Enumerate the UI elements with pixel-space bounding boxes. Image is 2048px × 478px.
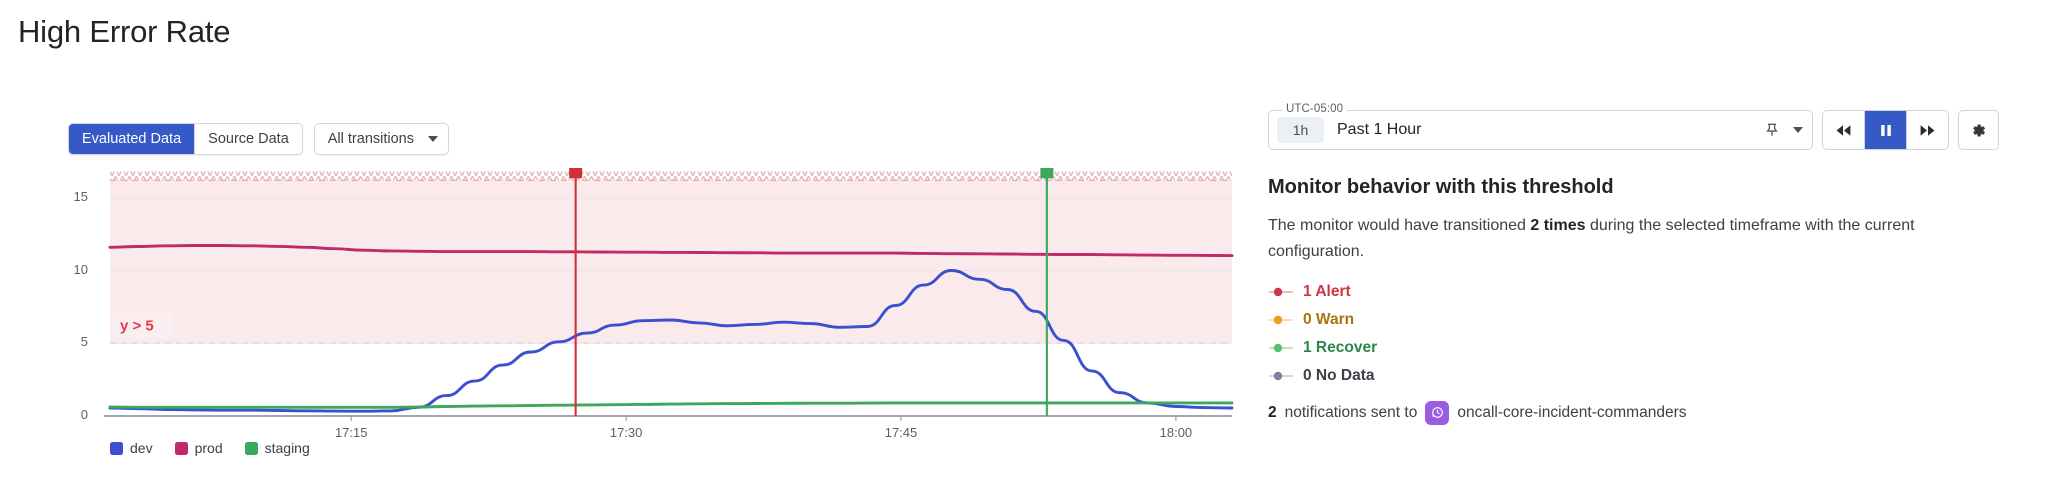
control-divider [1864,111,1865,149]
timezone-label: UTC-05:00 [1282,103,1348,115]
legend-label-prod: prod [194,440,223,456]
oncall-icon [1425,400,1450,425]
transition-label-alert: 1 Alert [1303,282,1351,300]
data-source-segmented-control[interactable]: Evaluated Data Source Data [68,123,303,155]
legend-label-staging: staging [264,440,310,456]
chart-controls: Evaluated Data Source Data All transitio… [68,123,449,155]
transition-row-alert: 1 Alert [1268,283,2038,301]
time-range-field[interactable]: UTC-05:00 1h Past 1 Hour [1268,103,1813,150]
gear-icon[interactable] [1958,110,1999,150]
legend-swatch-staging [244,441,258,455]
notification-summary: 2 notifications sent to oncall-core-inci… [1268,400,2038,425]
y-axis-tick-10: 10 [73,261,88,277]
legend-swatch-dev [110,441,123,455]
notification-count: 2 [1268,403,1277,421]
pin-icon[interactable] [1764,122,1780,138]
legend-swatch-prod [174,441,188,455]
timeseries-chart[interactable]: y > 5 [0,168,1250,478]
svg-text:y > 5: y > 5 [120,317,154,334]
monitor-info-panel: UTC-05:00 1h Past 1 Hour [1268,103,2038,425]
transitions-filter-label: All transitions [327,131,414,147]
playback-controls [1822,110,1949,150]
legend-label-dev: dev [130,440,153,456]
monitor-behavior-description: The monitor would have transitioned 2 ti… [1268,213,1968,265]
control-divider [1906,111,1907,149]
pause-button[interactable] [1865,111,1906,149]
monitor-behavior-heading: Monitor behavior with this threshold [1268,176,1614,198]
time-range-toolbar: UTC-05:00 1h Past 1 Hour [1268,103,2038,150]
time-range-value: Past 1 Hour [1337,121,1422,138]
recover-marker-icon [1268,343,1294,353]
description-transition-count: 2 times [1530,217,1586,234]
page-title: High Error Rate [18,14,231,49]
legend-item-dev[interactable]: dev [110,440,153,456]
transition-label-recover: 1 Recover [1303,338,1378,356]
chart-legend: dev prod staging [110,440,310,456]
transition-label-no-data: 0 No Data [1303,366,1375,384]
fast-forward-button[interactable] [1907,111,1948,149]
transitions-filter-dropdown[interactable]: All transitions [313,123,449,155]
x-axis-tick-18-00: 18:00 [1159,425,1193,440]
chart-panel: Evaluated Data Source Data All transitio… [0,120,1250,478]
chevron-down-icon[interactable] [1793,127,1803,133]
rewind-button[interactable] [1823,111,1864,149]
chevron-down-icon [428,136,438,142]
y-axis-tick-0: 0 [80,407,88,422]
description-prefix: The monitor would have transitioned [1268,217,1531,234]
segment-divider [194,124,196,154]
x-axis-tick-17-30: 17:30 [609,425,643,440]
x-axis-tick-17-45: 17:45 [884,425,918,440]
x-axis-tick-17-15: 17:15 [334,425,368,440]
transition-row-recover: 1 Recover [1268,339,2038,357]
alert-marker-icon [1268,287,1294,297]
y-axis-tick-15: 15 [73,188,88,204]
notification-target: oncall-core-incident-commanders [1457,403,1687,421]
transition-row-no-data: 0 No Data [1268,367,2038,385]
transition-row-warn: 0 Warn [1268,311,2038,329]
chart-plot-area: y > 5 dev prod staging 0 5 10 15 17:15 17:30 1… [0,168,1250,478]
range-shortcut-chip[interactable]: 1h [1277,117,1324,143]
transition-label-warn: 0 Warn [1303,310,1355,328]
warn-marker-icon [1268,315,1294,325]
legend-item-prod[interactable]: prod [174,440,223,456]
legend-item-staging[interactable]: staging [244,440,310,456]
tab-source-data[interactable]: Source Data [195,124,302,154]
description-suffix: during the selected timeframe with the c… [1268,217,1915,260]
no-data-marker-icon [1268,371,1294,381]
notification-text: notifications sent to [1284,403,1418,421]
y-axis-tick-5: 5 [80,334,88,350]
transition-summary-list: 1 Alert 0 Warn 1 Recover 0 No Data [1268,283,2038,385]
tab-evaluated-data[interactable]: Evaluated Data [69,124,195,154]
